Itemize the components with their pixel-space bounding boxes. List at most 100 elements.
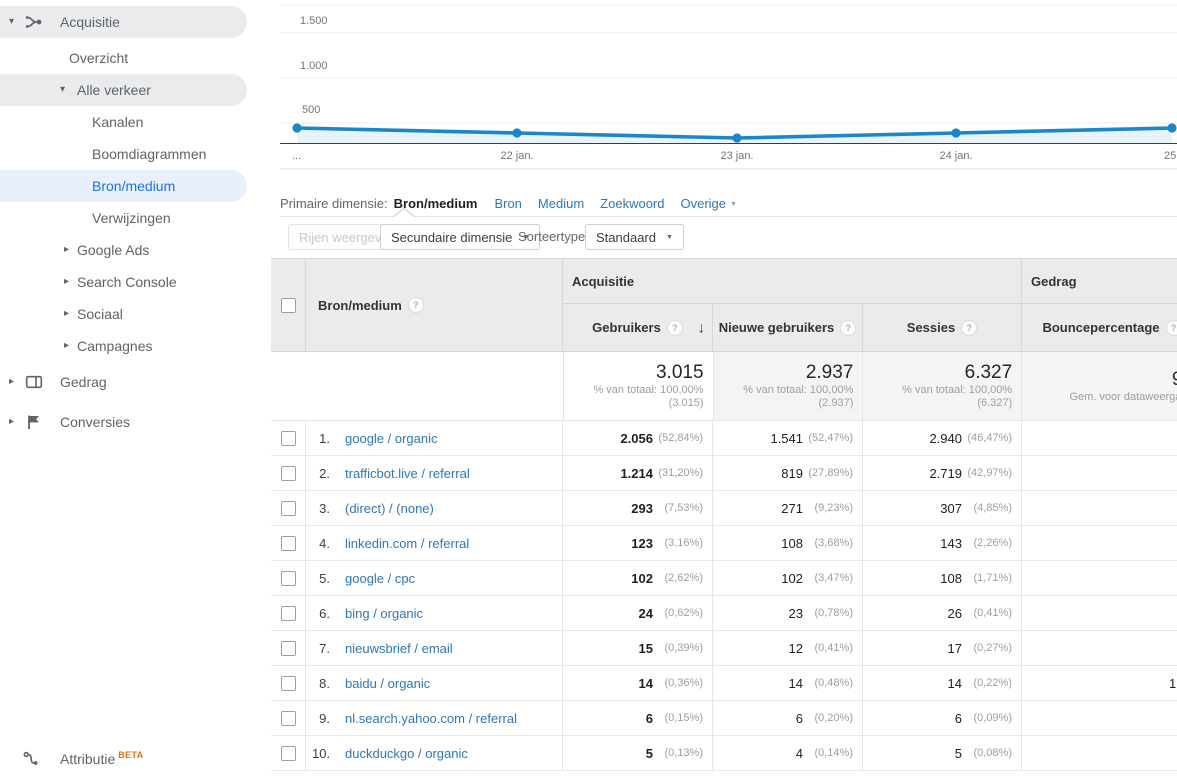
- metric-value-sessions: 108: [940, 570, 962, 586]
- behavior-icon: [25, 373, 43, 391]
- metric-percent-sessions: (42,97%): [967, 467, 1012, 479]
- help-icon[interactable]: ?: [961, 319, 978, 336]
- source-medium-link[interactable]: google / cpc: [345, 570, 416, 586]
- row-number: 10.: [312, 745, 331, 761]
- metric-percent-sessions: (0,08%): [973, 747, 1012, 759]
- sidebar-item-label: Gedrag: [60, 374, 107, 390]
- table-row: 7. nieuwsbrief / email 15 (0,39%) 12 (0,…: [271, 631, 1177, 666]
- metric-percent-new-users: (0,48%): [814, 677, 853, 689]
- chevron-down-icon[interactable]: ▾: [60, 84, 66, 95]
- metric-value-new-users: 6: [795, 710, 803, 726]
- chevron-right-icon[interactable]: ▸: [9, 416, 15, 427]
- column-header-sessies[interactable]: Sessies ?: [863, 304, 1022, 351]
- column-header-gebruikers[interactable]: Gebruikers ? ↓: [563, 304, 713, 351]
- select-all-checkbox[interactable]: [280, 297, 296, 313]
- row-checkbox[interactable]: [280, 570, 296, 586]
- row-checkbox[interactable]: [280, 430, 296, 446]
- sidebar-item-campagnes[interactable]: ▸ Campagnes: [0, 330, 247, 362]
- metric-value-users: 14: [638, 675, 653, 691]
- metric-percent-users: (0,39%): [664, 642, 703, 654]
- sidebar-item-bron-medium[interactable]: Bron/medium: [0, 170, 247, 202]
- help-icon[interactable]: ?: [840, 319, 857, 336]
- metric-value-users: 102: [631, 570, 653, 586]
- source-medium-link[interactable]: nl.search.yahoo.com / referral: [345, 710, 517, 726]
- column-header-bouncepercentage[interactable]: Bouncepercentage ?: [1022, 304, 1177, 351]
- sort-type-select[interactable]: Standaard ▼: [585, 224, 684, 250]
- row-checkbox[interactable]: [280, 745, 296, 761]
- row-checkbox[interactable]: [280, 640, 296, 656]
- sidebar-item-overzicht[interactable]: Overzicht: [0, 42, 247, 74]
- sidebar-item-label: Boomdiagrammen: [92, 146, 207, 162]
- header-checkbox-cell: [271, 259, 306, 351]
- row-checkbox[interactable]: [280, 675, 296, 691]
- dimension-link-bron[interactable]: Bron: [494, 196, 522, 211]
- row-checkbox[interactable]: [280, 605, 296, 621]
- chevron-down-icon[interactable]: ▾: [9, 16, 15, 27]
- source-medium-link[interactable]: linkedin.com / referral: [345, 535, 470, 551]
- source-medium-link[interactable]: nieuwsbrief / email: [345, 640, 453, 656]
- flag-icon: [25, 413, 43, 431]
- help-icon[interactable]: ?: [666, 319, 683, 336]
- table-row: 5. google / cpc 102 (2,62%) 102 (3,47%) …: [271, 561, 1177, 596]
- beta-badge: BETA: [118, 750, 144, 760]
- sidebar-item-label: Attributie BETA: [60, 750, 144, 767]
- metric-value-new-users: 23: [788, 605, 803, 621]
- sidebar-item-label: Campagnes: [77, 338, 153, 354]
- sidebar-item-conversies[interactable]: ▸ Conversies: [0, 406, 247, 438]
- row-number: 2.: [319, 465, 330, 481]
- source-medium-link[interactable]: baidu / organic: [345, 675, 431, 691]
- sidebar-item-kanalen[interactable]: Kanalen: [0, 106, 247, 138]
- row-checkbox[interactable]: [280, 535, 296, 551]
- primary-dimension-label: Primaire dimensie:: [280, 196, 388, 211]
- sidebar-item-google-ads[interactable]: ▸ Google Ads: [0, 234, 247, 266]
- data-point: [292, 123, 302, 133]
- metric-value-sessions: 2.719: [929, 465, 962, 481]
- source-medium-link[interactable]: (direct) / (none): [345, 500, 434, 516]
- toolbar-divider: [280, 216, 1177, 217]
- sidebar-item-attributie[interactable]: Attributie BETA: [0, 743, 247, 775]
- table-summary-row: 3.015 % van totaal: 100,00% (3.015) 2.93…: [271, 352, 1177, 421]
- source-medium-link[interactable]: google / organic: [345, 430, 438, 446]
- dimension-selected-bron-medium[interactable]: Bron/medium: [393, 196, 478, 211]
- sidebar-item-search-console[interactable]: ▸ Search Console: [0, 266, 247, 298]
- dimension-more-dropdown[interactable]: Overige ▼: [680, 196, 737, 211]
- sidebar-item-gedrag[interactable]: ▸ Gedrag: [0, 366, 247, 398]
- sidebar-item-boomdiagrammen[interactable]: Boomdiagrammen: [0, 138, 247, 170]
- sidebar-item-verwijzingen[interactable]: Verwijzingen: [0, 202, 247, 234]
- row-checkbox[interactable]: [280, 500, 296, 516]
- chevron-right-icon[interactable]: ▸: [64, 340, 70, 351]
- header-source-medium[interactable]: Bron/medium ?: [306, 259, 563, 351]
- metric-percent-users: (31,20%): [658, 467, 703, 479]
- sort-desc-icon[interactable]: ↓: [697, 319, 706, 336]
- sidebar: ▾ Acquisitie Overzicht ▾ Alle verkeer Ka…: [0, 0, 271, 781]
- x-tick-22jan: 22 jan.: [500, 150, 533, 162]
- secondary-dimension-button[interactable]: Secundaire dimensie ▼: [380, 224, 541, 250]
- row-checkbox[interactable]: [280, 465, 296, 481]
- row-number: 5.: [319, 570, 330, 586]
- help-icon[interactable]: ?: [407, 297, 424, 313]
- dimension-link-zoekwoord[interactable]: Zoekwoord: [600, 196, 665, 211]
- metric-value-new-users: 14: [788, 675, 803, 691]
- help-icon[interactable]: ?: [1165, 319, 1177, 336]
- sidebar-item-alle-verkeer[interactable]: ▾ Alle verkeer: [0, 74, 247, 106]
- chevron-right-icon[interactable]: ▸: [64, 276, 70, 287]
- sidebar-item-label: Acquisitie: [60, 14, 120, 30]
- y-tick-500: 500: [302, 104, 320, 116]
- row-number: 3.: [319, 500, 330, 516]
- chevron-right-icon[interactable]: ▸: [9, 376, 15, 387]
- sidebar-item-acquisitie[interactable]: ▾ Acquisitie: [0, 6, 247, 38]
- source-medium-link[interactable]: bing / organic: [345, 605, 424, 621]
- row-checkbox[interactable]: [280, 710, 296, 726]
- metric-value-sessions: 17: [947, 640, 962, 656]
- active-tab-pointer: [393, 208, 415, 217]
- sidebar-item-sociaal[interactable]: ▸ Sociaal: [0, 298, 247, 330]
- column-header-nieuwe-gebruikers[interactable]: Nieuwe gebruikers ?: [713, 304, 863, 351]
- metric-value-new-users: 12: [788, 640, 803, 656]
- dimension-link-medium[interactable]: Medium: [537, 196, 585, 211]
- source-medium-link[interactable]: trafficbot.live / referral: [345, 465, 470, 481]
- source-medium-link[interactable]: duckduckgo / organic: [345, 745, 468, 761]
- summary-gebruikers: 3.015 % van totaal: 100,00% (3.015): [563, 352, 714, 420]
- metric-percent-users: (0,62%): [664, 607, 703, 619]
- chevron-right-icon[interactable]: ▸: [64, 308, 70, 319]
- chevron-right-icon[interactable]: ▸: [64, 244, 70, 255]
